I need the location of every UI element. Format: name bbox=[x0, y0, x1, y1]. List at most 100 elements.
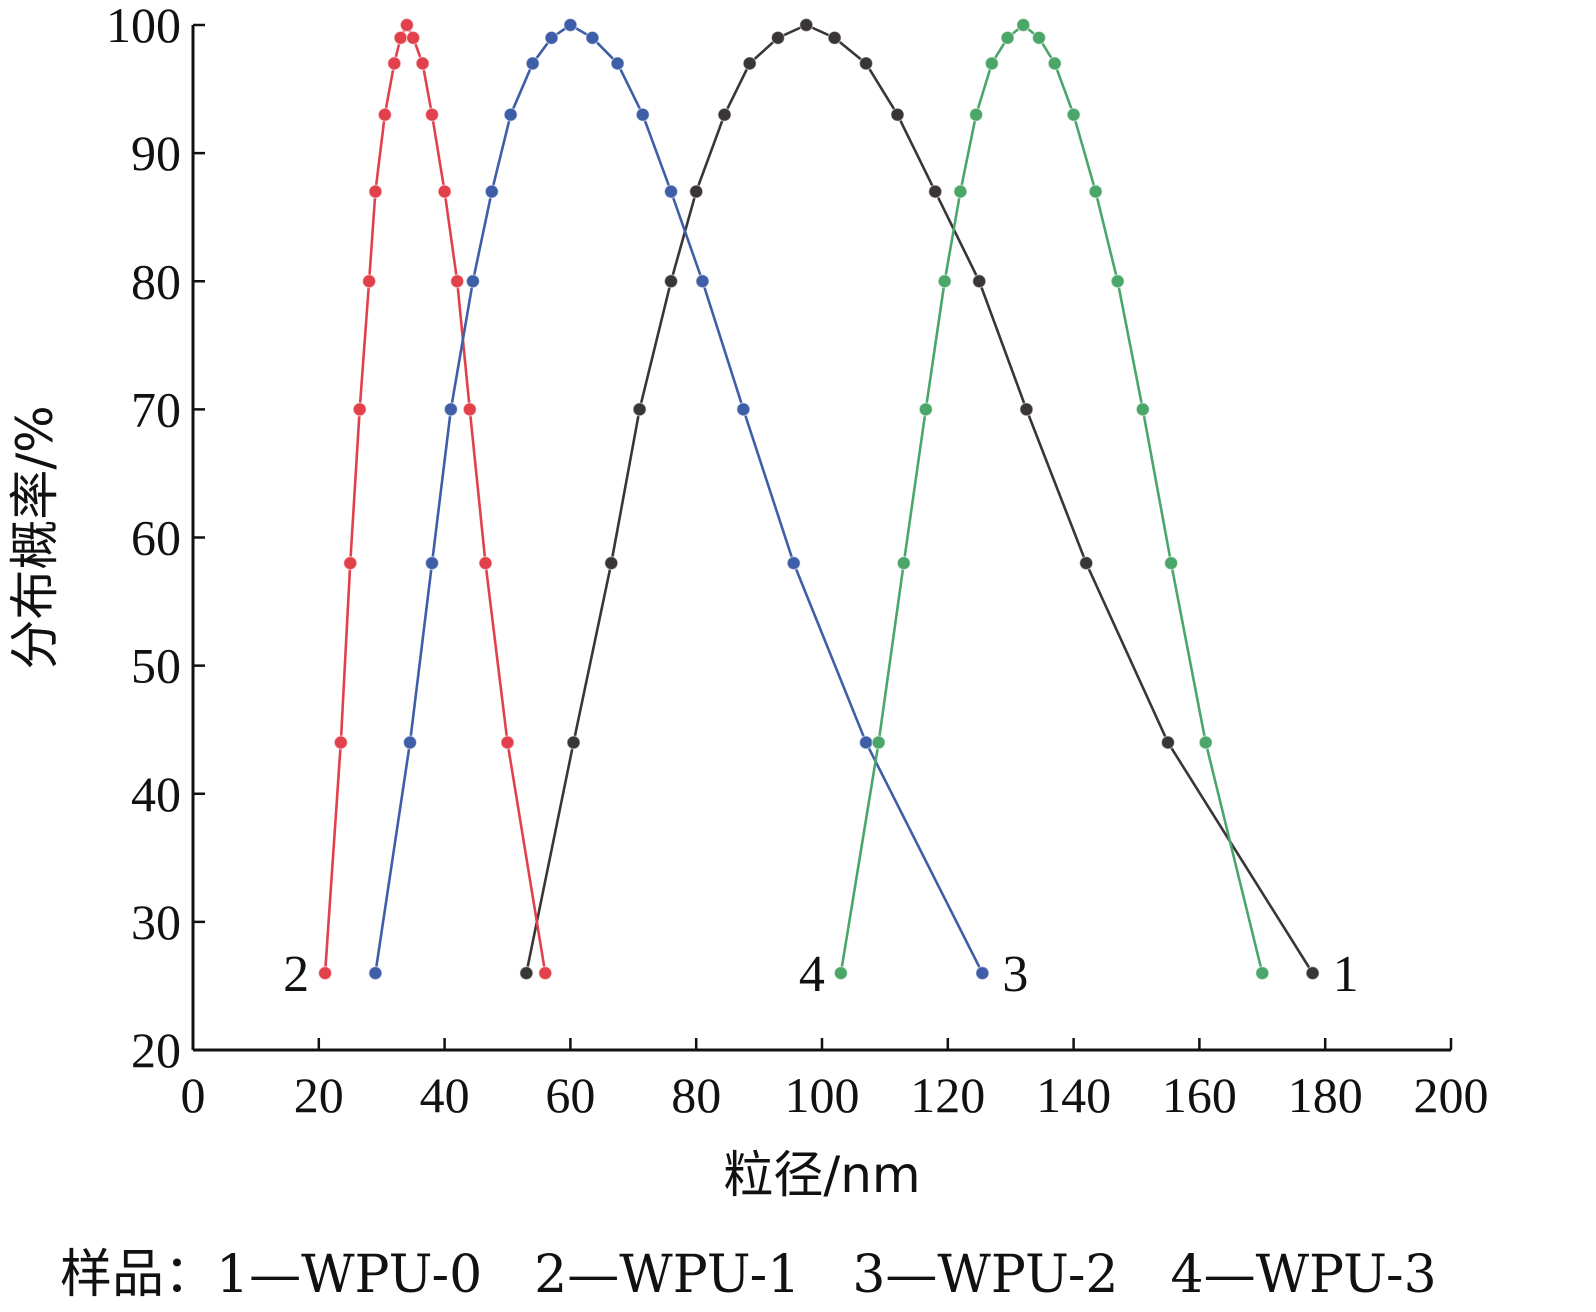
data-point bbox=[1163, 556, 1179, 571]
data-point bbox=[833, 966, 848, 981]
data-point bbox=[604, 556, 619, 571]
x-tick-label: 20 bbox=[294, 1067, 344, 1123]
series-labels: 1 2 3 4 bbox=[283, 946, 1359, 1003]
data-point bbox=[387, 56, 402, 71]
data-point bbox=[450, 274, 465, 289]
data-point bbox=[415, 56, 430, 71]
data-point bbox=[689, 184, 704, 199]
data-point bbox=[871, 735, 886, 750]
data-point bbox=[890, 107, 905, 122]
data-point bbox=[928, 184, 943, 199]
x-axis-title: 粒径/nm bbox=[723, 1146, 920, 1204]
data-point bbox=[635, 107, 650, 122]
data-point bbox=[736, 402, 751, 417]
data-point bbox=[424, 107, 440, 122]
y-tick-label: 100 bbox=[106, 0, 181, 53]
data-point bbox=[953, 184, 968, 199]
data-point bbox=[717, 107, 732, 122]
series-label-3: 3 bbox=[1002, 946, 1028, 1003]
data-point bbox=[377, 107, 392, 122]
data-point bbox=[368, 184, 383, 199]
data-point bbox=[538, 966, 553, 981]
legend-caption: 样品：1—WPU-0 2—WPU-1 3—WPU-2 4—WPU-3 bbox=[60, 1245, 1437, 1305]
data-point bbox=[918, 402, 933, 417]
data-point bbox=[632, 402, 647, 417]
data-point bbox=[1031, 30, 1047, 45]
data-point bbox=[519, 966, 534, 981]
data-point bbox=[742, 56, 757, 71]
data-point bbox=[786, 556, 801, 571]
data-point bbox=[525, 56, 540, 71]
data-point bbox=[1047, 56, 1062, 71]
data-point bbox=[984, 56, 999, 71]
data-point bbox=[975, 966, 990, 981]
series-line-1 bbox=[525, 23, 1314, 974]
data-point bbox=[1019, 402, 1034, 417]
data-point bbox=[402, 735, 418, 750]
x-tick-label: 140 bbox=[1036, 1067, 1111, 1123]
data-point bbox=[695, 274, 710, 289]
x-tick-label: 80 bbox=[671, 1067, 721, 1123]
data-point bbox=[663, 184, 679, 199]
x-tick-label: 200 bbox=[1414, 1067, 1489, 1123]
series-label-2: 2 bbox=[283, 946, 309, 1003]
x-tick-label: 160 bbox=[1162, 1067, 1237, 1123]
y-tick-label: 50 bbox=[131, 638, 181, 694]
data-point bbox=[1079, 556, 1094, 571]
data-point bbox=[368, 966, 383, 981]
data-point bbox=[1088, 184, 1103, 199]
y-tick-label: 60 bbox=[131, 510, 181, 566]
data-point bbox=[503, 107, 518, 122]
data-point bbox=[443, 402, 458, 417]
data-point bbox=[333, 735, 348, 750]
data-point bbox=[1135, 402, 1150, 417]
data-point bbox=[352, 402, 367, 417]
y-axis-title: 分布概率/% bbox=[6, 405, 64, 669]
data-point bbox=[858, 735, 874, 750]
data-point bbox=[1066, 107, 1081, 122]
x-tick-label: 180 bbox=[1288, 1067, 1363, 1123]
data-point bbox=[1110, 274, 1125, 289]
series-1 bbox=[519, 17, 1320, 981]
data-point bbox=[799, 17, 814, 33]
data-point bbox=[896, 556, 911, 571]
data-point bbox=[544, 30, 559, 45]
data-point bbox=[937, 274, 952, 289]
data-point bbox=[484, 184, 499, 199]
data-point bbox=[393, 30, 408, 45]
data-point bbox=[399, 17, 414, 33]
y-tick-label: 80 bbox=[131, 253, 181, 309]
series-line-3 bbox=[374, 23, 984, 974]
data-point bbox=[1016, 17, 1031, 33]
series-3 bbox=[368, 17, 990, 981]
data-point bbox=[610, 56, 625, 71]
data-point bbox=[1305, 966, 1320, 981]
data-point bbox=[465, 274, 481, 289]
data-point bbox=[437, 184, 452, 199]
x-tick-label: 60 bbox=[545, 1067, 595, 1123]
data-point bbox=[585, 30, 600, 45]
x-tick-label: 100 bbox=[785, 1067, 860, 1123]
y-tick-label: 70 bbox=[131, 381, 181, 437]
series-layer bbox=[317, 17, 1320, 981]
data-point bbox=[406, 30, 421, 45]
series-2 bbox=[317, 17, 553, 981]
y-tick-label: 40 bbox=[131, 766, 181, 822]
data-point bbox=[343, 556, 358, 571]
data-point bbox=[1198, 735, 1213, 750]
data-point bbox=[770, 30, 786, 45]
data-point bbox=[827, 30, 842, 45]
series-line-4 bbox=[839, 23, 1264, 974]
data-point bbox=[500, 735, 515, 750]
x-tick-label: 40 bbox=[420, 1067, 470, 1123]
data-point bbox=[317, 966, 333, 981]
data-point bbox=[1160, 735, 1176, 750]
y-tick-label: 90 bbox=[131, 125, 181, 181]
data-point bbox=[478, 556, 493, 571]
y-tick-label: 30 bbox=[131, 894, 181, 950]
data-point bbox=[1255, 966, 1270, 981]
x-tick-label: 0 bbox=[181, 1067, 206, 1123]
data-point bbox=[362, 274, 377, 289]
data-point bbox=[566, 735, 581, 750]
